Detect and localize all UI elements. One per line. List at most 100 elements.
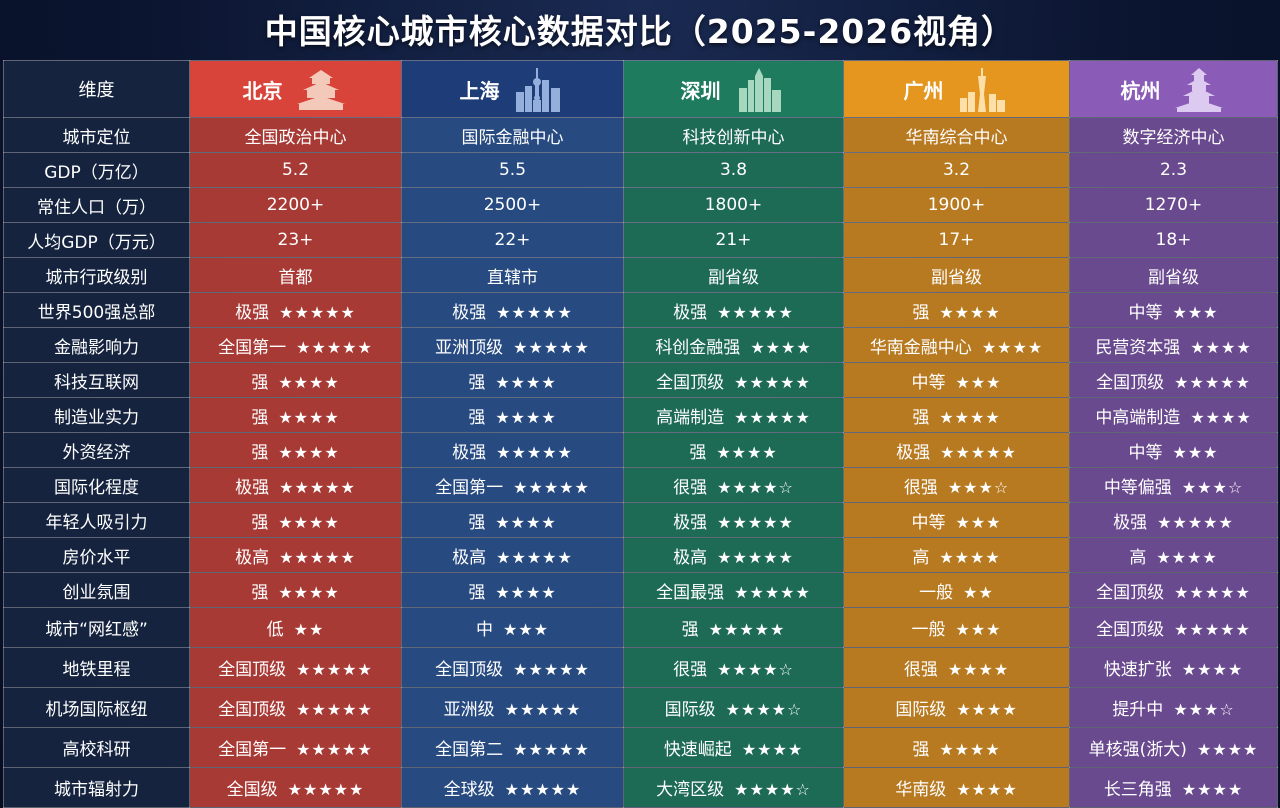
dimension-label: 城市辐射力 (3, 767, 190, 808)
cell-value: 强 (251, 407, 269, 428)
cell-value: 极强 (896, 442, 931, 463)
table-cell: 大湾区级 ★★★★☆ (623, 767, 844, 808)
cell-value: 单核强(浙大) (1088, 740, 1187, 760)
star-rating: ★★★ (955, 512, 1002, 532)
star-rating: ★★★★ (947, 660, 1010, 679)
table-cell: 极高 ★★★★★ (401, 537, 624, 573)
cell-value: 快速崛起 (663, 740, 732, 760)
table-cell: 提升中 ★★★☆ (1069, 687, 1278, 728)
table-row: 创业氛围 强 ★★★★ 强 ★★★★ 全国最强 ★★★★★ 一般 ★★ 全国顶级 ★★★★★ (3, 572, 1278, 608)
cell-value: 强 (251, 442, 269, 463)
dimension-label: 年轻人吸引力 (3, 502, 190, 538)
cell-value: 1270+ (1144, 195, 1203, 215)
table-cell: 亚洲级 ★★★★★ (401, 687, 624, 728)
table-cell: 单核强(浙大) ★★★★ (1069, 727, 1278, 768)
star-rating: ★★★☆ (947, 477, 1010, 497)
city-name: 上海 (459, 78, 500, 103)
dimension-label: 房价水平 (3, 537, 190, 573)
table-cell: 强 ★★★★ (189, 397, 402, 433)
table-cell: 强 ★★★★ (401, 502, 624, 538)
table-cell: 全国顶级 ★★★★★ (1069, 362, 1278, 398)
cell-value: 中等 (911, 512, 946, 533)
dimension-label: 世界500强总部 (3, 292, 190, 328)
cell-value: 18+ (1155, 230, 1192, 250)
cell-value: 2.3 (1159, 160, 1188, 180)
dimension-label: 地铁里程 (3, 647, 190, 688)
table-cell: 全国政治中心 (189, 117, 402, 153)
cell-value: 极强 (235, 477, 270, 498)
city-name: 广州 (903, 78, 944, 103)
table-cell: 一般 ★★ (843, 572, 1070, 608)
table-cell: 强 ★★★★ (189, 362, 402, 398)
cell-value: 强 (468, 512, 486, 533)
star-rating: ★★★★★ (734, 372, 811, 392)
cell-value: 全国第一 (435, 477, 504, 498)
cell-value: 强 (251, 512, 269, 533)
cell-value: 极强 (673, 512, 708, 533)
star-rating: ★★★★★ (279, 302, 356, 322)
cell-value: 高 (912, 547, 930, 568)
table-row: 科技互联网 强 ★★★★ 强 ★★★★ 全国顶级 ★★★★★ 中等 ★★★ 全国顶级 ★★★★★ (3, 362, 1278, 398)
table-cell: 全国最强 ★★★★★ (623, 572, 844, 608)
star-rating: ★★★★ (495, 407, 557, 427)
cell-value: 首都 (278, 267, 313, 288)
dimension-label: 城市“网红感” (3, 607, 190, 648)
dimension-label: 常住人口（万） (3, 187, 190, 223)
cell-value: 强 (912, 302, 930, 323)
dimension-label: 高校科研 (3, 727, 190, 768)
table-cell: 华南综合中心 (843, 117, 1070, 153)
cell-value: 长三角强 (1103, 780, 1172, 800)
table-row: 金融影响力 全国第一 ★★★★★ 亚洲顶级 ★★★★★ 科创金融强 ★★★★ 华南金融中心 ★★… (3, 327, 1278, 363)
table-cell: 高端制造 ★★★★★ (623, 397, 844, 433)
table-cell: 高 ★★★★ (843, 537, 1070, 573)
table-cell: 国际金融中心 (401, 117, 624, 153)
cell-value: 大湾区级 (656, 780, 725, 800)
table-cell: 极强 ★★★★★ (1069, 502, 1278, 538)
cell-value: 极高 (452, 547, 487, 568)
cell-value: 科技创新中心 (682, 127, 785, 148)
table-cell: 极高 ★★★★★ (189, 537, 402, 573)
cell-value: 很强 (903, 660, 938, 680)
table-cell: 强 ★★★★ (189, 432, 402, 468)
star-rating: ★★★★ (939, 740, 1001, 759)
star-rating: ★★★★★ (717, 547, 794, 567)
cell-value: 强 (689, 442, 707, 463)
cell-value: 中等 (1128, 442, 1163, 463)
table-row: 外资经济 强 ★★★★ 极强 ★★★★★ 强 ★★★★ 极强 ★★★★★ 中等 ★★★ (3, 432, 1278, 468)
cell-value: 2500+ (483, 195, 542, 215)
cell-value: 22+ (494, 230, 531, 250)
star-rating: ★★★★★ (513, 337, 590, 357)
star-rating: ★★★★☆ (734, 780, 811, 799)
cell-value: 21+ (715, 230, 752, 250)
table-cell: 快速崛起 ★★★★ (623, 727, 844, 768)
star-rating: ★★★☆ (1181, 477, 1244, 497)
star-rating: ★★★★ (495, 372, 557, 392)
cell-value: 华南金融中心 (869, 337, 972, 358)
cell-value: 1800+ (704, 195, 763, 215)
table-cell: 华南金融中心 ★★★★ (843, 327, 1070, 363)
table-cell: 国际级 ★★★★☆ (623, 687, 844, 728)
star-rating: ★★★★★ (1174, 582, 1251, 602)
cell-value: 全国顶级 (1096, 620, 1165, 640)
cell-value: 亚洲级 (443, 700, 495, 720)
cell-value: 极高 (235, 547, 270, 568)
city-name: 北京 (242, 78, 283, 103)
cell-value: 提升中 (1112, 700, 1164, 720)
city-header-shanghai: 上海 (401, 60, 624, 118)
dimension-label: 城市定位 (3, 117, 190, 153)
star-rating: ★★★★★ (717, 302, 794, 322)
table-cell: 中等 ★★★ (843, 362, 1070, 398)
table-cell: 全国第一 ★★★★★ (189, 327, 402, 363)
table-cell: 数字经济中心 (1069, 117, 1278, 153)
cell-value: 全国政治中心 (244, 127, 347, 148)
star-rating: ★★★★★ (296, 700, 373, 719)
cell-value: 强 (251, 582, 269, 603)
cell-value: 全国最强 (656, 582, 725, 603)
star-rating: ★★★ (955, 372, 1002, 392)
star-rating: ★★★★★ (296, 740, 373, 759)
cell-value: 全国顶级 (1096, 372, 1165, 393)
cell-value: 强 (681, 620, 699, 640)
star-rating: ★★★★ (1181, 660, 1244, 679)
table-cell: 中等偏强 ★★★☆ (1069, 467, 1278, 503)
city-header-shenzhen: 深圳 (623, 60, 844, 118)
